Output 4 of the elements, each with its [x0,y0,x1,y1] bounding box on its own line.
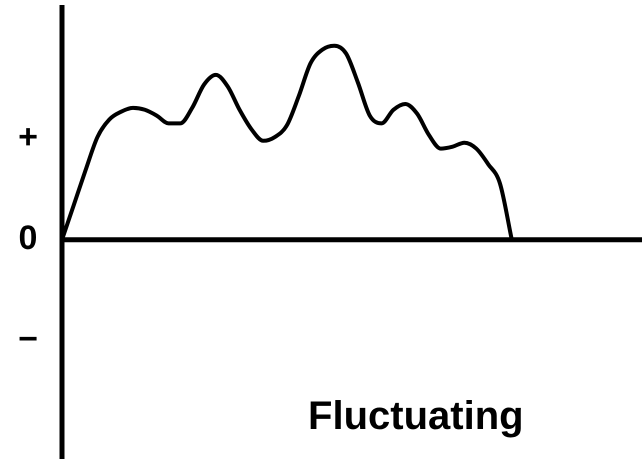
text: − [18,320,38,358]
text: + [18,118,38,156]
text: Fluctuating [308,394,524,438]
text: 0 [18,219,38,258]
